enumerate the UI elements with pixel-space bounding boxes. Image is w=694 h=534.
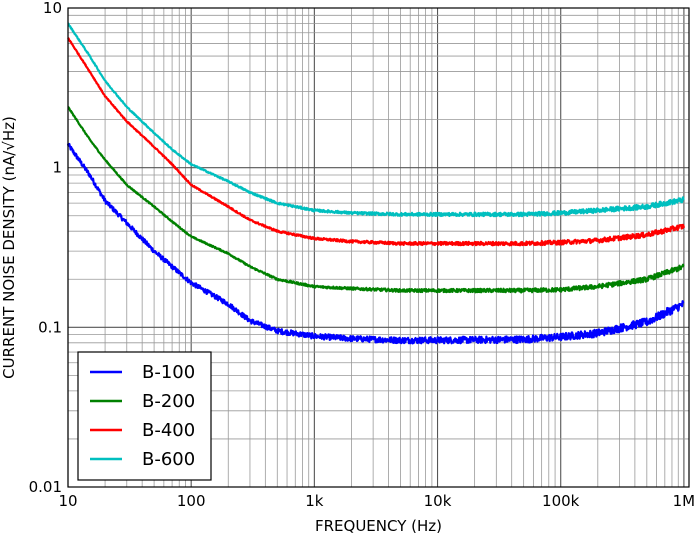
axis-ticks: 10 100 1k 10k 100k 1M 0.01 0.1 1 10 — [29, 0, 694, 510]
legend: B-100 B-200 B-400 B-600 — [77, 351, 212, 481]
y-tick-label: 0.1 — [38, 318, 62, 336]
series-line-b-200 — [67, 106, 685, 294]
legend-label: B-600 — [142, 449, 195, 470]
y-tick-label: 0.01 — [29, 478, 62, 496]
plot-frame — [67, 7, 690, 488]
x-tick-label: 10k — [424, 492, 452, 510]
series-line-b-600 — [67, 22, 685, 218]
y-tick-label: 10 — [43, 0, 62, 17]
y-axis-label: CURRENT NOISE DENSITY (nA/√Hz) — [0, 116, 18, 379]
x-tick-label: 10 — [58, 492, 77, 510]
x-tick-label: 100k — [542, 492, 580, 510]
x-tick-label: 1k — [305, 492, 324, 510]
x-tick-label: 1M — [673, 492, 694, 510]
x-axis-label: FREQUENCY (Hz) — [315, 517, 442, 534]
x-tick-label: 100 — [177, 492, 206, 510]
series-line-b-100 — [66, 142, 685, 345]
legend-label: B-200 — [142, 391, 195, 412]
legend-label: B-400 — [142, 420, 195, 441]
y-tick-label: 1 — [52, 159, 62, 177]
series-line-b-400 — [67, 37, 685, 247]
plot-series — [66, 22, 685, 345]
grid-lines — [67, 7, 689, 488]
legend-label: B-100 — [142, 362, 195, 383]
